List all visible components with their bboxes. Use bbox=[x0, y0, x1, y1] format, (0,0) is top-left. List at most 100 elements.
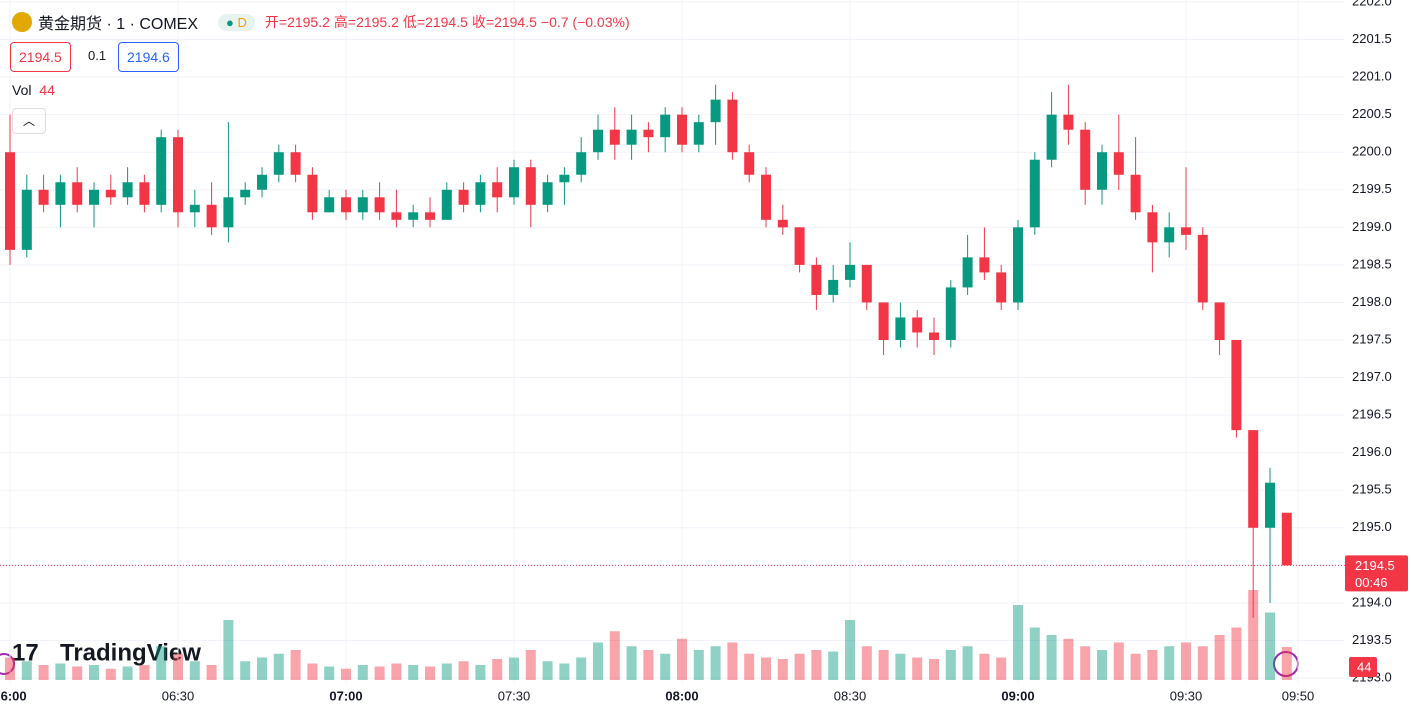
volume-bar bbox=[89, 665, 99, 680]
volume-bar bbox=[5, 657, 15, 680]
volume-bar bbox=[945, 650, 956, 680]
y-tick-label: 2196.5 bbox=[1352, 407, 1392, 422]
y-tick-label: 2195.5 bbox=[1352, 482, 1392, 497]
candle-body bbox=[593, 129, 603, 153]
volume-tag bbox=[1349, 657, 1377, 677]
vol-label: Vol bbox=[12, 82, 32, 98]
candle-body bbox=[1214, 302, 1225, 340]
candle-body bbox=[1013, 227, 1023, 303]
candle-body bbox=[1147, 212, 1158, 243]
change: −0.7 (−0.03%) bbox=[540, 14, 630, 30]
volume-bar bbox=[156, 646, 167, 680]
volume-bar bbox=[441, 663, 452, 680]
candle-body bbox=[677, 114, 687, 145]
y-tick-label: 2201.0 bbox=[1352, 69, 1392, 84]
candle-body bbox=[945, 287, 956, 340]
volume-bar bbox=[290, 650, 301, 680]
badge[interactable]: ● D bbox=[218, 13, 255, 31]
y-tick-label: 2197.5 bbox=[1352, 331, 1392, 346]
volume-bar bbox=[273, 653, 284, 680]
candle-body bbox=[912, 317, 923, 333]
candle-body bbox=[324, 197, 335, 213]
candle-body bbox=[962, 257, 973, 288]
volume-bar bbox=[1080, 646, 1091, 680]
volume-bar bbox=[1097, 650, 1107, 680]
volume-bar bbox=[576, 657, 587, 680]
candle-body bbox=[38, 189, 49, 205]
candle-body bbox=[290, 152, 301, 175]
candle-body bbox=[1080, 129, 1091, 190]
y-tick-label: 2197.0 bbox=[1352, 369, 1392, 384]
volume-bar bbox=[1214, 635, 1225, 680]
candle-body bbox=[509, 167, 519, 198]
vol-value: 44 bbox=[39, 82, 55, 98]
candle-body bbox=[861, 264, 872, 303]
volume-bar bbox=[845, 620, 855, 680]
candle-body bbox=[878, 302, 889, 340]
y-tick-label: 2200.5 bbox=[1352, 106, 1392, 121]
candle-body bbox=[828, 279, 839, 295]
candle-body bbox=[895, 317, 906, 340]
candle-body bbox=[55, 182, 66, 205]
volume-bar bbox=[912, 657, 923, 680]
plot bbox=[0, 0, 1345, 683]
candle-body bbox=[1197, 234, 1208, 303]
volume-bar bbox=[1181, 642, 1191, 680]
volume-bar bbox=[139, 665, 150, 680]
volume-bar bbox=[425, 666, 435, 680]
y-tick-label: 2196.0 bbox=[1352, 444, 1392, 459]
volume-bar bbox=[72, 666, 83, 680]
volume-bar bbox=[1029, 627, 1040, 680]
candle-body bbox=[1265, 482, 1275, 528]
candle-body bbox=[761, 174, 771, 220]
volume-bar bbox=[240, 661, 251, 680]
collapse-button[interactable]: ︿ bbox=[12, 108, 46, 134]
y-tick-label: 2198.0 bbox=[1352, 294, 1392, 309]
y-tick-label: 2193.5 bbox=[1352, 632, 1392, 647]
x-tick-label: 06:30 bbox=[162, 688, 195, 703]
volume-bar bbox=[895, 653, 906, 680]
volume-bar bbox=[693, 650, 704, 680]
y-tick-label: 2195.0 bbox=[1352, 519, 1392, 534]
candle-body bbox=[693, 122, 704, 145]
volume-bar bbox=[1147, 650, 1158, 680]
volume-bar bbox=[1046, 635, 1057, 680]
candle-body bbox=[1097, 152, 1107, 190]
bid[interactable]: 2194.5 bbox=[10, 42, 71, 72]
volume-bar bbox=[878, 650, 889, 680]
candle-body bbox=[458, 189, 469, 205]
spread: 0.1 bbox=[88, 48, 107, 63]
volume-bar bbox=[55, 663, 66, 680]
volume-bar bbox=[996, 657, 1007, 680]
candle-body bbox=[21, 189, 32, 250]
volume-bar bbox=[1013, 605, 1023, 680]
candle-body bbox=[1029, 159, 1040, 228]
countdown: 00:46 bbox=[1355, 575, 1388, 590]
candle-body bbox=[223, 197, 234, 228]
volume-bar bbox=[492, 659, 503, 680]
candle-body bbox=[777, 219, 788, 228]
candle-body bbox=[189, 204, 200, 213]
ask[interactable]: 2194.6 bbox=[118, 42, 179, 72]
candle-body bbox=[744, 152, 755, 175]
volume-bar bbox=[189, 661, 200, 680]
symbol: 黄金期货 · 1 · COMEX bbox=[38, 16, 199, 33]
volume-bar bbox=[357, 665, 368, 680]
volume-bar bbox=[979, 653, 990, 680]
volume-bar bbox=[257, 657, 267, 680]
candle-body bbox=[1164, 227, 1175, 243]
volume-bar bbox=[727, 642, 738, 680]
badge-text: D bbox=[237, 14, 247, 30]
volume-bar bbox=[391, 663, 402, 680]
candle-body bbox=[240, 189, 251, 198]
candle-body bbox=[1113, 152, 1124, 175]
x-tick-label: 09:00 bbox=[1001, 688, 1034, 703]
volume-bar bbox=[1248, 590, 1259, 680]
vol-legend: Vol 44 bbox=[12, 82, 55, 98]
volume-bar bbox=[1281, 647, 1292, 680]
volume-bar bbox=[122, 666, 133, 680]
volume-bar bbox=[542, 661, 553, 680]
volume-bar bbox=[324, 666, 335, 680]
volume-bar bbox=[710, 646, 721, 680]
